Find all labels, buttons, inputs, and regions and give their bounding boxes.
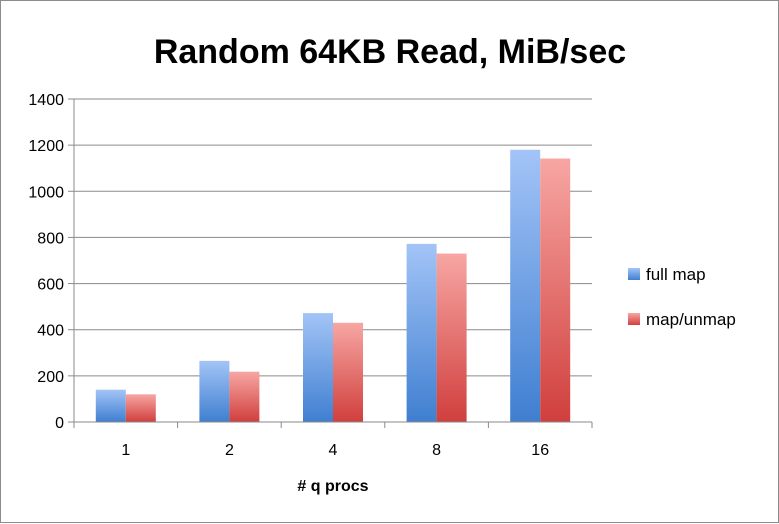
bar-map-unmap-1 — [125, 394, 156, 422]
gridlines — [74, 98, 592, 377]
legend-swatch-map-unmap — [628, 313, 640, 325]
y-tick-label: 1200 — [28, 138, 64, 155]
bar-map-unmap-4 — [333, 322, 363, 422]
bar-map-unmap-2 — [229, 371, 260, 422]
y-tick-label: 0 — [55, 415, 64, 432]
bar-map-unmap-8 — [436, 253, 467, 422]
legend-label-full-map: full map — [646, 265, 706, 284]
y-tick-label: 1400 — [28, 92, 64, 109]
x-tick-label: 16 — [531, 442, 549, 459]
bar-map-unmap-16 — [540, 158, 571, 422]
y-tick-label: 200 — [37, 369, 64, 386]
bar-full-map-16 — [510, 149, 541, 422]
legend: full map map/unmap — [628, 265, 736, 329]
x-axis-title: # q procs — [297, 478, 368, 495]
bar-full-map-8 — [406, 243, 437, 422]
x-tick-label: 2 — [225, 442, 234, 459]
bar-full-map-2 — [199, 360, 230, 422]
axes: 0 200 400 600 800 1000 1200 1400 1 2 4 8 16 — [28, 92, 593, 459]
x-tick-label: 4 — [329, 442, 338, 459]
bars — [95, 149, 571, 422]
y-tick-label: 800 — [37, 230, 64, 247]
y-tick-label: 400 — [37, 323, 64, 340]
bar-full-map-1 — [95, 389, 126, 422]
x-tick-label: 1 — [121, 442, 130, 459]
y-tick-label: 1000 — [28, 184, 64, 201]
legend-label-map-unmap: map/unmap — [646, 310, 736, 329]
y-tick-label: 600 — [37, 277, 64, 294]
legend-swatch-full-map — [628, 268, 640, 280]
chart-title: Random 64KB Read, MiB/sec — [154, 33, 626, 71]
bar-full-map-4 — [303, 313, 333, 422]
x-tick-label: 8 — [432, 442, 441, 459]
